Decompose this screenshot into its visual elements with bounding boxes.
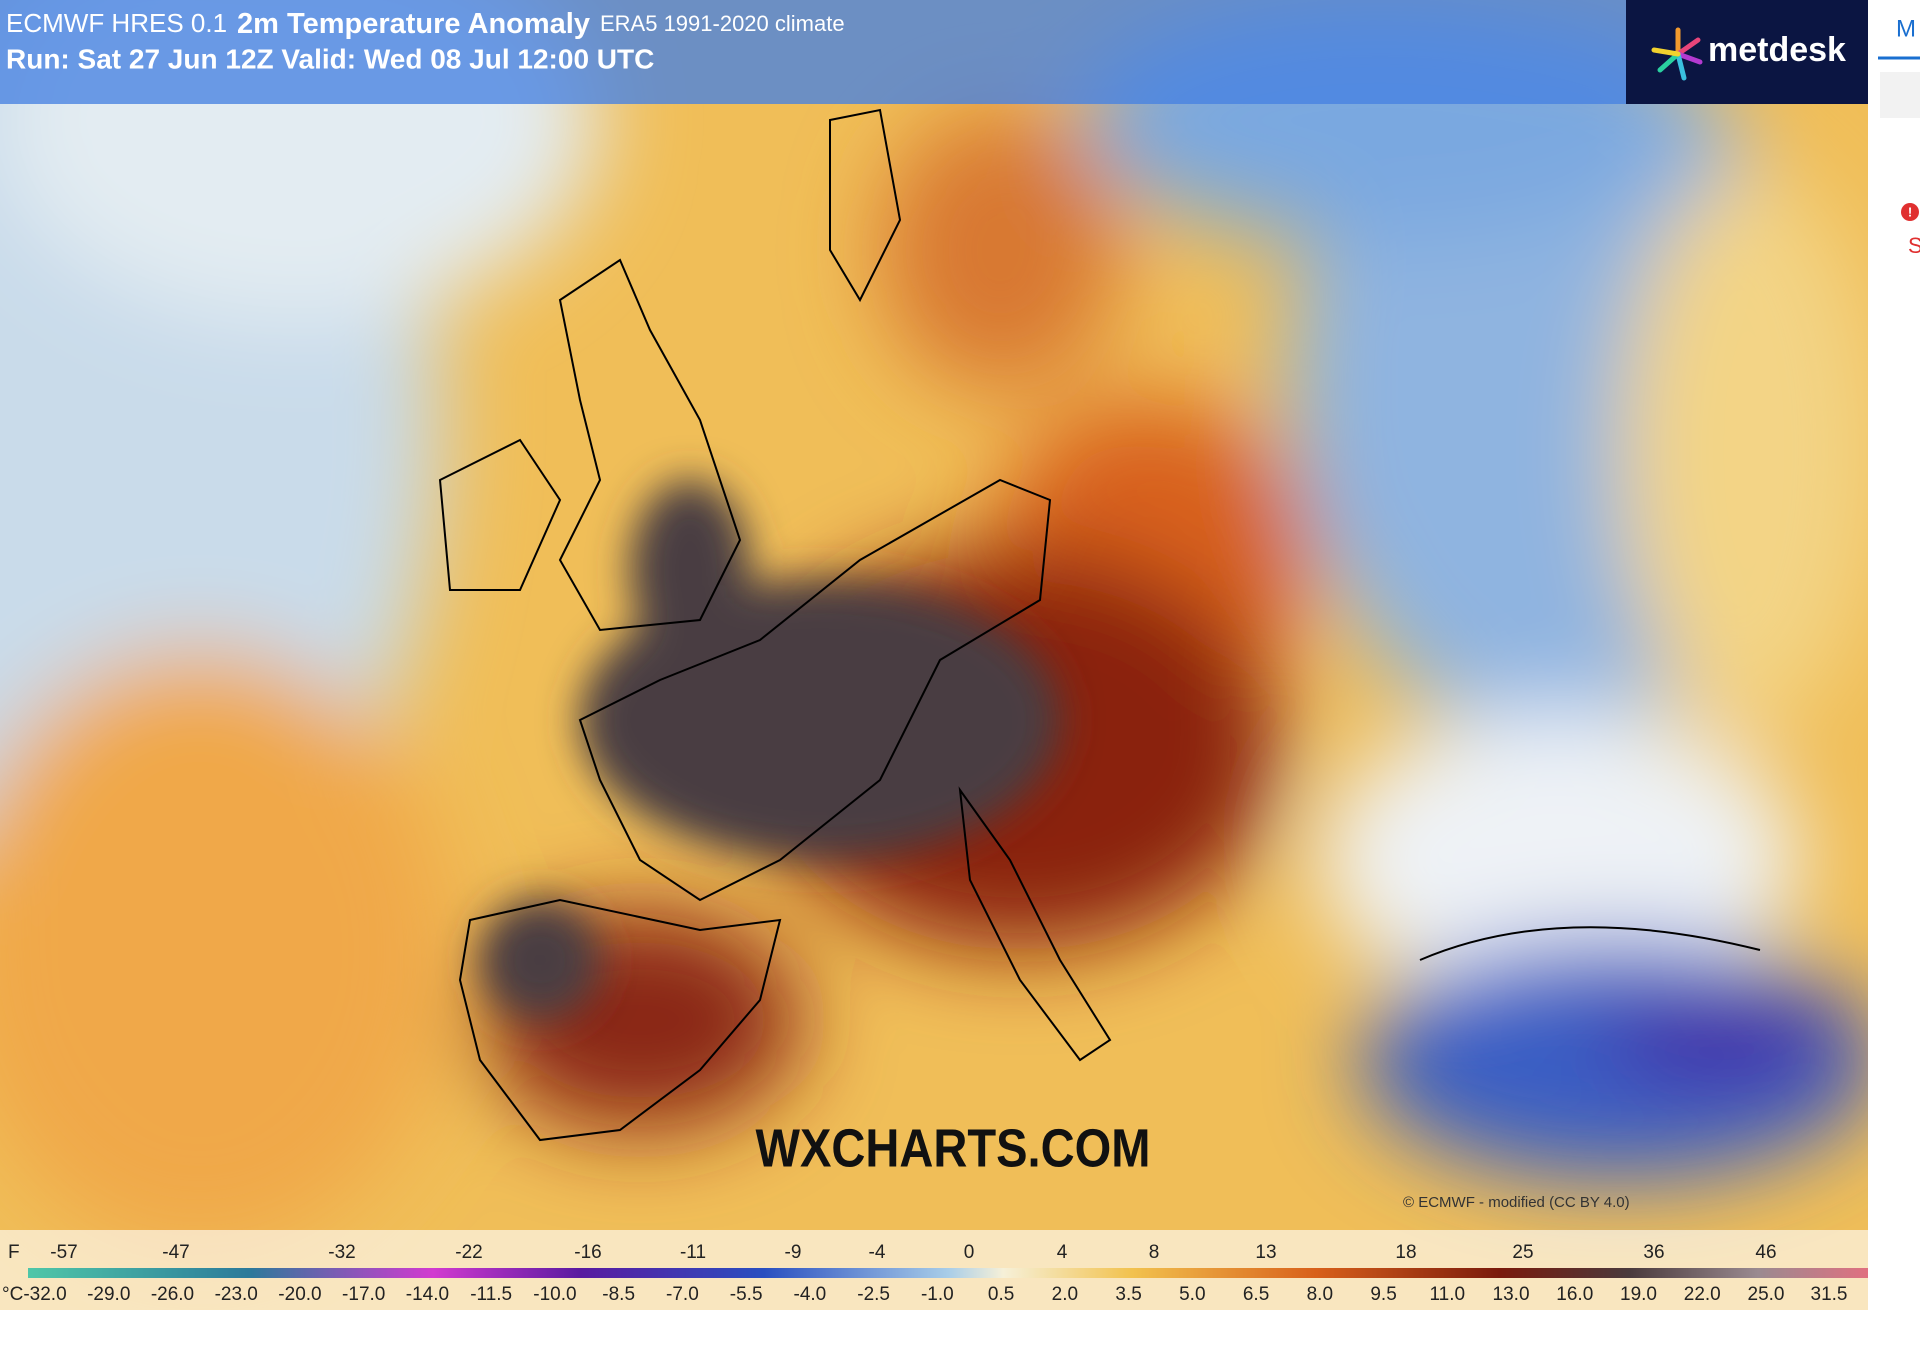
f-label: 0 bbox=[964, 1242, 975, 1263]
c-label: -17.0 bbox=[342, 1284, 385, 1305]
c-label: 31.5 bbox=[1811, 1284, 1848, 1305]
c-label: -23.0 bbox=[215, 1284, 258, 1305]
c-label: 19.0 bbox=[1620, 1284, 1657, 1305]
c-label: -2.5 bbox=[857, 1284, 890, 1305]
c-label: -29.0 bbox=[87, 1284, 130, 1305]
logo-icon bbox=[1651, 27, 1703, 81]
page-bottom bbox=[0, 1310, 1868, 1349]
side-tab[interactable]: M bbox=[1896, 15, 1916, 42]
map bbox=[0, 0, 1868, 1310]
c-label: 22.0 bbox=[1684, 1284, 1721, 1305]
watermark: WXCHARTS.COM bbox=[756, 1118, 1151, 1178]
c-label: 9.5 bbox=[1370, 1284, 1396, 1305]
f-label: 46 bbox=[1755, 1242, 1776, 1263]
c-label: -7.0 bbox=[666, 1284, 699, 1305]
alert-icon-mark: ! bbox=[1908, 204, 1912, 219]
header-run: Run: Sat 27 Jun 12Z Valid: Wed 08 Jul 12… bbox=[6, 43, 654, 74]
c-label: -26.0 bbox=[151, 1284, 194, 1305]
alert-text: S bbox=[1908, 233, 1920, 258]
side-input[interactable] bbox=[1880, 72, 1920, 118]
f-label: -4 bbox=[869, 1242, 886, 1263]
c-label: 13.0 bbox=[1493, 1284, 1530, 1305]
c-label: -1.0 bbox=[921, 1284, 954, 1305]
legend: F °C -57 -47 -32 -22 -16 -11 -9 -4 0 4 8 13 18 25 36 46… bbox=[0, 1230, 1868, 1310]
copyright: © ECMWF - modified (CC BY 4.0) bbox=[1403, 1194, 1630, 1211]
f-label: -57 bbox=[50, 1242, 77, 1263]
f-label: -32 bbox=[328, 1242, 355, 1263]
c-label: -8.5 bbox=[602, 1284, 635, 1305]
side-panel-bg bbox=[1868, 0, 1920, 1349]
f-label: 8 bbox=[1149, 1242, 1160, 1263]
f-label: 4 bbox=[1057, 1242, 1068, 1263]
colorbar bbox=[28, 1268, 1868, 1278]
f-label: -11 bbox=[680, 1242, 706, 1263]
f-label: -9 bbox=[785, 1242, 802, 1263]
logo-text: metdesk bbox=[1708, 31, 1846, 69]
f-label: -47 bbox=[162, 1242, 189, 1263]
header-line-1: ECMWF HRES 0.1 2m Temperature Anomaly ERA5… bbox=[6, 8, 845, 40]
coastlines bbox=[438, 108, 1761, 1142]
c-label: 0.5 bbox=[988, 1284, 1014, 1305]
c-label: -4.0 bbox=[794, 1284, 827, 1305]
c-label: 25.0 bbox=[1748, 1284, 1785, 1305]
c-unit: °C bbox=[2, 1284, 23, 1305]
c-label: -5.5 bbox=[730, 1284, 763, 1305]
f-label: 25 bbox=[1512, 1242, 1533, 1263]
f-unit: F bbox=[8, 1242, 20, 1263]
c-label: 2.0 bbox=[1052, 1284, 1078, 1305]
c-label: -14.0 bbox=[406, 1284, 449, 1305]
c-label: -11.5 bbox=[470, 1284, 512, 1305]
c-label: -10.0 bbox=[533, 1284, 576, 1305]
alert-icon bbox=[1901, 203, 1919, 221]
c-label: -20.0 bbox=[278, 1284, 321, 1305]
c-label: 6.5 bbox=[1243, 1284, 1269, 1305]
f-label: -16 bbox=[574, 1242, 601, 1263]
f-label: 13 bbox=[1255, 1242, 1276, 1263]
c-label: 11.0 bbox=[1430, 1284, 1466, 1305]
header-bar bbox=[0, 0, 1626, 104]
f-label: 36 bbox=[1643, 1242, 1664, 1263]
c-label: 8.0 bbox=[1307, 1284, 1333, 1305]
c-label: 16.0 bbox=[1556, 1284, 1593, 1305]
c-label: 5.0 bbox=[1179, 1284, 1205, 1305]
f-label: 18 bbox=[1395, 1242, 1416, 1263]
f-label: -22 bbox=[455, 1242, 482, 1263]
c-label: 3.5 bbox=[1115, 1284, 1141, 1305]
c-label: -32.0 bbox=[23, 1284, 66, 1305]
